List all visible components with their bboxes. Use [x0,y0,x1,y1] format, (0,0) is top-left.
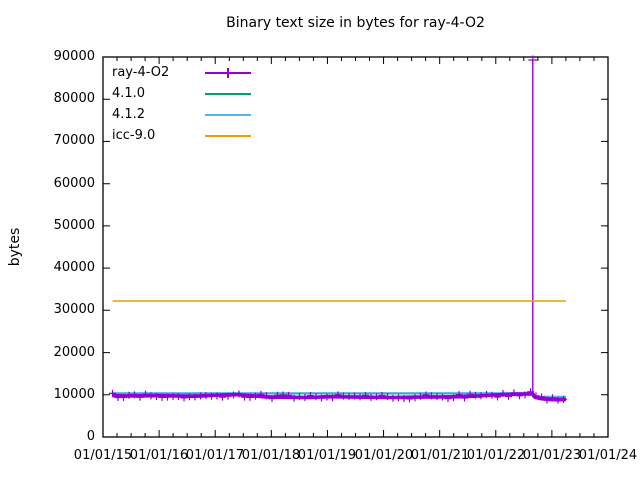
y-tick-label: 20000 [53,345,95,360]
x-tick-label: 01/01/18 [241,448,301,463]
legend-label: icc-9.0 [112,128,156,143]
chart-title: Binary text size in bytes for ray-4-O2 [226,15,485,31]
x-tick-label: 01/01/21 [410,448,470,463]
y-tick-label: 70000 [53,133,95,148]
legend-label: ray-4-O2 [112,65,170,80]
legend-sample-line [205,67,251,79]
y-tick-label: 40000 [53,260,95,275]
x-tick-label: 01/01/22 [466,448,526,463]
x-tick-label: 01/01/23 [522,448,582,463]
x-tick-label: 01/01/16 [129,448,189,463]
legend-sample-line [205,88,251,100]
legend-item-icc-9.0: icc-9.0 [112,125,251,146]
legend-label: 4.1.2 [112,107,146,122]
legend-item-ray-4-O2: ray-4-O2 [112,62,251,83]
plot-border [102,56,609,438]
y-tick-label: 80000 [53,91,95,106]
x-tick-label: 01/01/17 [185,448,245,463]
x-tick-label: 01/01/19 [297,448,357,463]
y-tick-label: 10000 [53,387,95,402]
legend-item-4.1.0: 4.1.0 [112,83,251,104]
x-tick-label: 01/01/15 [73,448,133,463]
legend-label: 4.1.0 [112,86,146,101]
y-tick-label: 30000 [53,302,95,317]
y-tick-label: 60000 [53,176,95,191]
legend-item-4.1.2: 4.1.2 [112,104,251,125]
y-tick-label: 0 [86,429,95,444]
legend-sample-line [205,109,251,121]
y-axis-label: bytes [7,227,23,267]
series-markers-ray-4-O2 [109,55,567,404]
legend-sample-line [205,130,251,142]
y-tick-label: 50000 [53,218,95,233]
y-tick-label: 90000 [53,49,95,64]
legend: ray-4-O2 4.1.0 4.1.2 icc-9.0 [112,62,251,146]
x-tick-label: 01/01/24 [578,448,638,463]
x-tick-label: 01/01/20 [354,448,414,463]
